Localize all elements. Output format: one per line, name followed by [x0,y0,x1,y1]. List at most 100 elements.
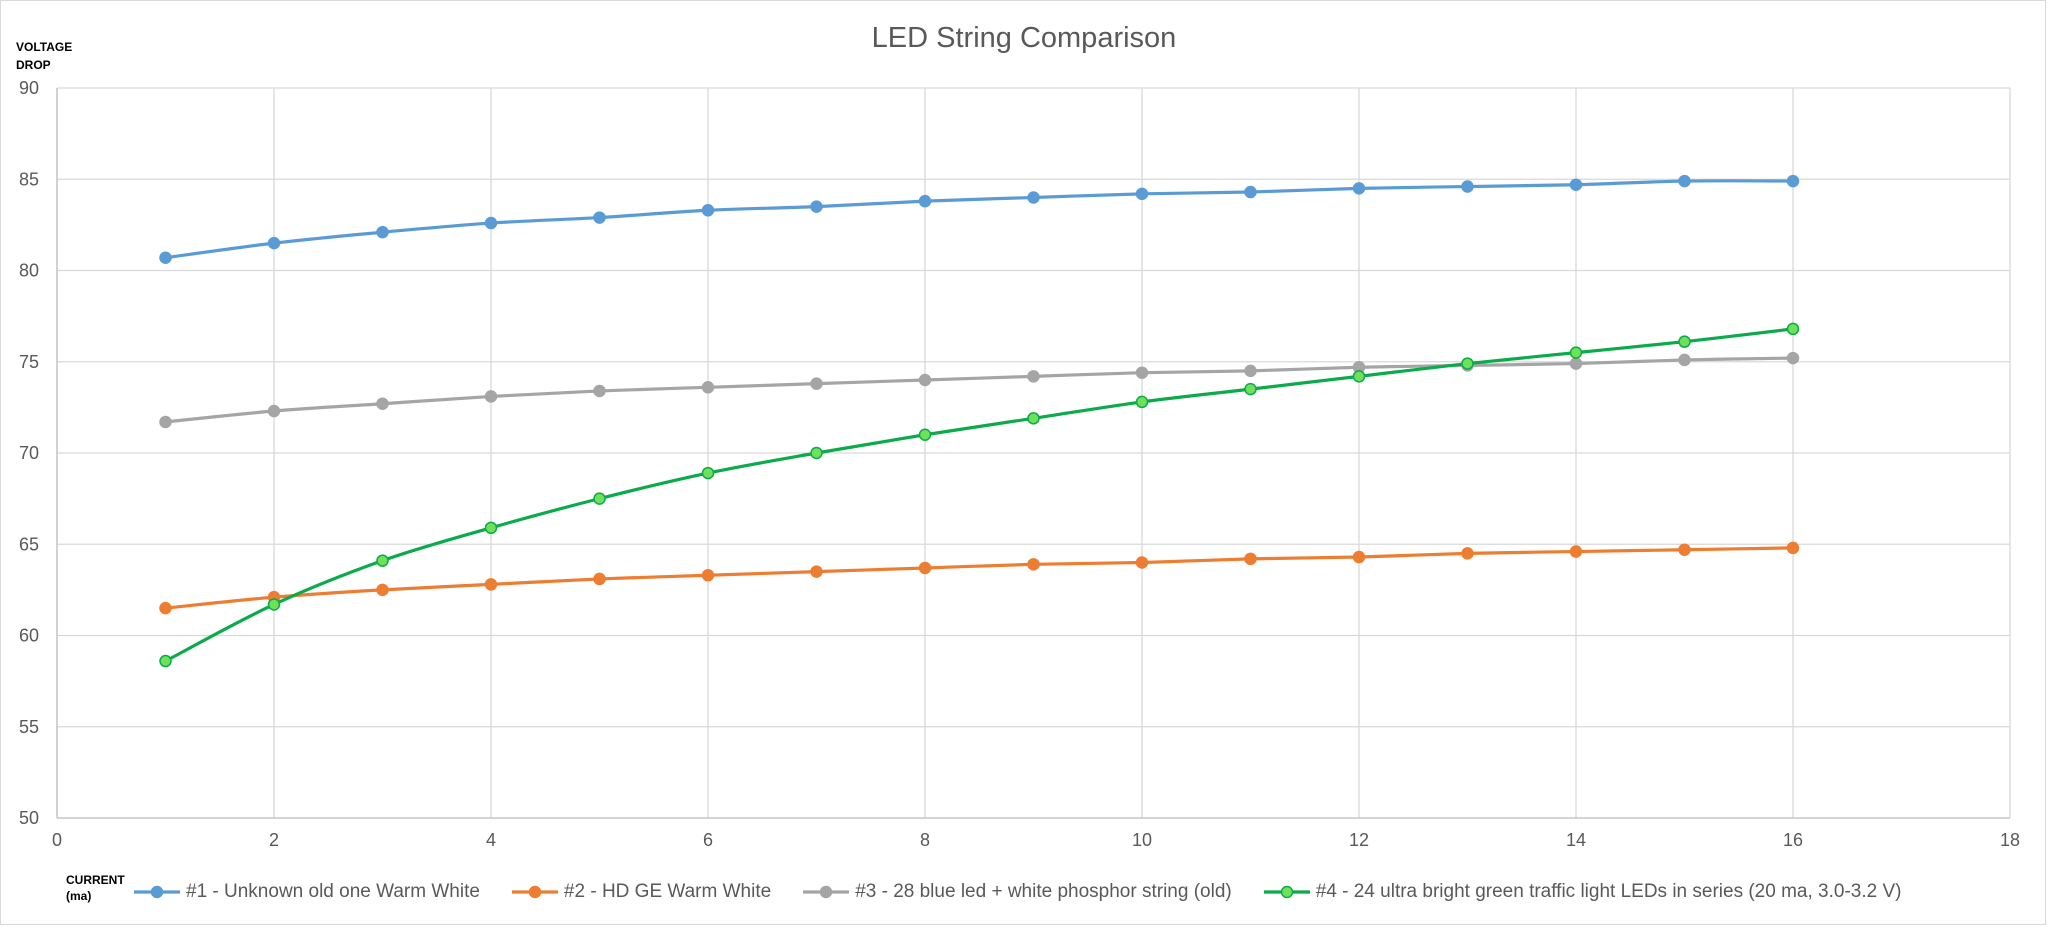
x-tick-label: 10 [1132,830,1152,850]
legend: #1 - Unknown old one Warm White #2 - HD G… [132,880,1931,904]
y-tick-label: 90 [19,78,39,98]
data-point-series-2 [1786,541,1800,555]
legend-label: #4 - 24 ultra bright green traffic light… [1315,881,1902,902]
data-point-series-1 [1027,191,1040,204]
data-point-series-2 [484,578,498,591]
data-point-series-4 [1569,346,1583,359]
data-point-series-4 [1027,412,1040,425]
x-axis-label-line2: (ma) [66,889,92,903]
data-point-series-3 [810,377,823,390]
series-line-1 [165,179,1794,260]
data-point-series-3 [376,397,389,410]
x-axis-label: CURRENT (ma) [66,872,136,904]
data-point-series-2 [701,569,715,582]
data-point-series-1 [1135,187,1149,201]
y-tick-label: 70 [19,443,39,463]
data-point-series-3 [484,390,498,403]
data-point-series-4 [1352,370,1366,383]
y-axis-label-line2: DROP [16,58,51,72]
y-tick-label: 80 [19,261,39,281]
data-point-series-1 [593,211,606,224]
data-point-series-1 [1569,178,1583,191]
x-tick-label: 16 [1783,830,1803,850]
x-tick-label: 12 [1349,830,1369,850]
data-point-series-4 [1461,357,1474,370]
legend-marker [1280,885,1293,899]
x-tick-label: 2 [269,830,279,850]
data-point-series-3 [918,373,932,387]
data-point-series-3 [701,381,715,394]
data-point-series-2 [593,572,606,586]
data-point-series-1 [1461,180,1474,193]
data-point-series-1 [484,216,498,230]
data-point-series-1 [1786,174,1800,188]
data-point-series-3 [267,404,281,418]
legend-marker [150,885,164,899]
data-point-series-4 [593,492,606,505]
data-point-series-4 [267,598,281,611]
y-tick-label: 65 [19,534,39,554]
data-point-series-3 [1569,357,1583,370]
legend-item-3: #3 - 28 blue led + white phosphor string… [801,881,1232,903]
legend-symbol-4 [1263,885,1310,899]
legend-symbol-1 [134,885,180,899]
legend-marker [819,885,833,899]
x-tick-label: 6 [703,830,713,850]
data-point-series-1 [1678,174,1691,188]
y-axis-label-line1: VOLTAGE [16,40,73,54]
data-point-series-2 [1352,550,1366,564]
legend-symbol-2 [511,885,558,899]
x-tick-label: 8 [920,830,930,850]
x-tick-label: 0 [52,830,62,850]
data-point-series-3 [593,384,606,398]
data-point-series-1 [267,236,281,250]
series-line-3 [165,356,1794,424]
data-point-series-2 [918,561,932,575]
x-axis-label-line1: CURRENT [66,873,125,887]
data-point-series-4 [1786,322,1800,336]
legend-label: #2 - HD GE Warm White [563,881,772,902]
y-tick-label: 60 [19,626,39,646]
chart-title: LED String Comparison [871,22,1177,54]
data-point-series-1 [1244,185,1257,199]
x-tick-label: 14 [1566,830,1586,850]
legend-item-4: #4 - 24 ultra bright green traffic light… [1262,881,1902,903]
y-tick-label: 50 [19,808,39,828]
data-point-series-1 [1352,182,1366,195]
data-point-series-4 [918,428,932,441]
data-point-series-3 [1678,353,1691,367]
data-point-series-2 [1244,552,1257,566]
data-point-series-4 [376,554,389,567]
series-line-2 [165,546,1794,610]
data-point-series-2 [376,583,389,597]
data-point-series-2 [1569,545,1583,558]
data-point-series-3 [1786,351,1800,365]
data-point-series-2 [810,565,823,578]
legend-item-1: #1 - Unknown old one Warm White [132,881,480,903]
legend-item-2: #2 - HD GE Warm White [510,881,771,903]
data-point-series-4 [701,466,715,480]
legend-label: #1 - Unknown old one Warm White [186,881,480,902]
y-tick-label: 85 [19,169,39,189]
data-point-series-2 [1027,558,1040,571]
x-tick-label: 18 [2000,830,2020,850]
data-point-series-1 [810,200,823,213]
data-point-series-2 [1461,547,1474,560]
data-point-series-1 [159,251,172,264]
data-point-series-4 [810,446,823,460]
legend-symbol-3 [803,885,850,899]
legend-label: #3 - 28 blue led + white phosphor string… [855,881,1232,902]
data-point-series-4 [1244,382,1257,396]
data-point-series-4 [159,654,172,668]
data-point-series-3 [159,415,172,429]
data-point-series-2 [1678,543,1691,556]
data-point-series-3 [1135,366,1149,379]
x-tick-label: 4 [486,830,496,850]
data-point-series-1 [918,194,932,208]
series-line-4 [164,327,1794,663]
y-tick-label: 75 [19,352,39,372]
data-point-series-4 [1678,335,1691,348]
data-point-series-3 [1244,364,1257,378]
y-axis-label: VOLTAGE DROP [16,38,86,74]
